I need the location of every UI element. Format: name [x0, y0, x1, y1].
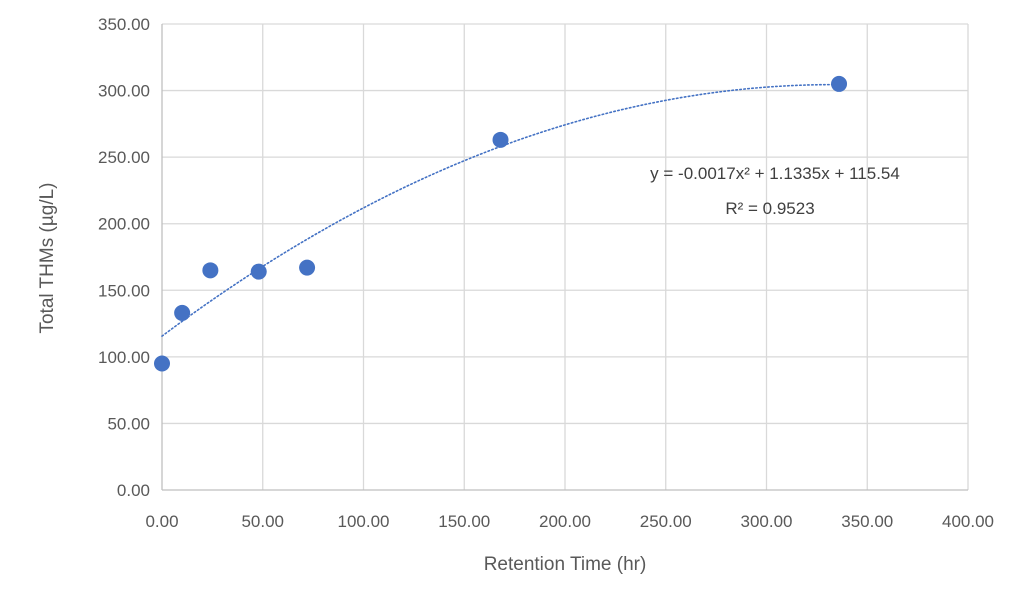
x-tick-label: 100.00	[338, 512, 390, 531]
x-tick-label: 150.00	[438, 512, 490, 531]
x-tick-label: 350.00	[841, 512, 893, 531]
y-tick-label: 250.00	[98, 148, 150, 167]
data-point	[174, 304, 191, 321]
y-tick-label: 50.00	[107, 414, 150, 433]
data-point	[492, 131, 509, 148]
y-axis-title: Total THMs (µg/L)	[37, 182, 58, 333]
x-tick-label: 300.00	[741, 512, 793, 531]
gridlines	[162, 23, 969, 490]
x-tick-label: 250.00	[640, 512, 692, 531]
data-point	[250, 263, 267, 280]
y-tick-label: 350.00	[98, 15, 150, 34]
x-tick-label: 400.00	[942, 512, 994, 531]
y-tick-label: 150.00	[98, 281, 150, 300]
data-point	[154, 355, 170, 372]
y-tick-label: 200.00	[98, 215, 150, 234]
y-tick-label: 100.00	[98, 348, 150, 367]
data-points	[154, 75, 848, 372]
tick-labels: 0.00 50.00 100.00 150.00 200.00 250.00 300.00 3…	[98, 15, 994, 531]
y-tick-label: 300.00	[98, 82, 150, 101]
y-tick-label: 0.00	[117, 481, 150, 500]
trendline-equation: y = -0.0017x² + 1.1335x + 115.54	[650, 164, 900, 183]
data-point	[831, 75, 848, 92]
x-tick-label: 200.00	[539, 512, 591, 531]
x-tick-label: 0.00	[145, 512, 178, 531]
axes	[161, 24, 968, 491]
x-tick-label: 50.00	[241, 512, 284, 531]
data-point	[202, 262, 219, 279]
data-point	[299, 259, 316, 276]
x-axis-title: Retention Time (hr)	[484, 554, 647, 575]
r-squared-label: R² = 0.9523	[725, 199, 814, 218]
